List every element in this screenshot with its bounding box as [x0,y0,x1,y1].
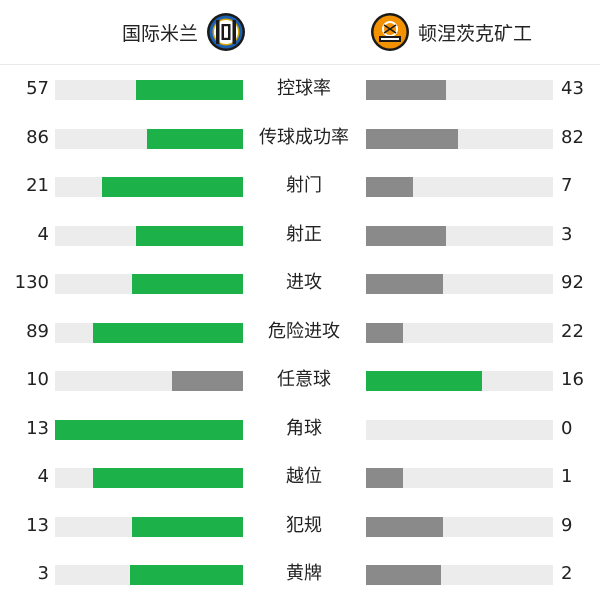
stat-row: 4 越位 1 [0,453,600,502]
away-stat-bar-track [366,80,553,100]
away-team-name: 顿涅茨克矿工 [418,22,533,45]
away-stat-value: 92 [561,272,584,293]
home-stat-value: 130 [14,272,49,293]
stat-row: 13 犯规 9 [0,502,600,551]
home-stat-value: 10 [26,369,49,390]
home-stat-bar-fill [136,225,243,246]
away-stat-bar-fill [366,371,482,391]
home-stat-bar-track [55,371,243,391]
home-stat-value: 13 [26,417,49,439]
away-stat-bar-track [366,274,553,294]
stat-row: 13 角球 0 [0,405,600,454]
away-stat-bar-track [366,419,553,440]
home-stat-value: 4 [37,466,49,487]
stat-label: 任意球 [277,369,331,390]
away-stat-bar-fill [366,468,403,488]
stat-label: 射正 [286,223,322,245]
stat-label: 犯规 [286,514,322,536]
inter-milan-crest-icon [207,13,246,51]
stat-label: 黄牌 [286,563,322,584]
away-stat-value: 0 [561,417,573,439]
away-team[interactable]: 顿涅茨克矿工 [370,10,532,54]
stat-label: 控球率 [277,78,331,99]
home-stat-bar-fill [132,516,243,537]
away-stat-value: 7 [561,175,573,196]
home-stat-bar-track [55,468,243,488]
stat-label: 射门 [286,175,322,196]
stat-row: 57 控球率 43 [0,65,600,114]
home-stat-bar-fill [130,565,243,585]
away-stat-value: 16 [561,369,584,390]
away-stat-bar-fill [366,225,446,246]
home-stat-bar-fill [132,274,243,294]
stat-row: 86 传球成功率 82 [0,114,600,163]
home-stat-bar-fill [172,371,243,391]
header-divider [0,64,600,65]
home-team-name: 国际米兰 [122,22,199,45]
stat-row: 3 黄牌 2 [0,550,600,599]
home-stat-value: 13 [26,514,49,536]
stat-label: 传球成功率 [259,126,349,148]
home-stat-bar-track [55,565,243,585]
stat-row: 130 进攻 92 [0,259,600,308]
away-stat-value: 1 [561,466,573,487]
away-stat-bar-track [366,177,553,197]
stat-row: 10 任意球 16 [0,356,600,405]
home-stat-bar-track [55,128,243,149]
away-stat-value: 9 [561,514,573,536]
home-stat-value: 86 [26,126,49,148]
stat-label: 越位 [286,466,322,487]
home-stat-bar-fill [102,177,243,197]
away-stat-bar-track [366,565,553,585]
away-stat-bar-track [366,371,553,391]
away-stat-value: 2 [561,563,573,584]
home-stat-bar-track [55,177,243,197]
home-stat-bar-track [55,516,243,537]
away-stat-bar-track [366,468,553,488]
away-stat-value: 43 [561,78,584,99]
stat-row: 21 射门 7 [0,162,600,211]
home-stat-bar-fill [136,80,243,100]
home-stat-bar-track [55,322,243,343]
home-team[interactable]: 国际米兰 [122,10,246,54]
away-stat-value: 3 [561,223,573,245]
stat-row: 89 危险进攻 22 [0,308,600,357]
stat-label: 危险进攻 [268,320,340,342]
home-stat-bar-track [55,225,243,246]
away-stat-bar-track [366,322,553,343]
away-stat-value: 22 [561,320,584,342]
away-stat-bar-track [366,225,553,246]
stat-label: 角球 [286,417,322,439]
away-stat-bar-fill [366,322,403,343]
away-stat-bar-fill [366,80,446,100]
match-header: 国际米兰 顿涅茨克矿工 [0,0,600,64]
home-stat-bar-track [55,274,243,294]
home-stat-bar-fill [93,468,243,488]
home-stat-value: 21 [26,175,49,196]
home-stat-bar-track [55,419,243,440]
away-stat-bar-track [366,516,553,537]
home-stat-value: 57 [26,78,49,99]
away-stat-bar-fill [366,516,443,537]
shakhtar-donetsk-crest-icon [371,13,409,51]
home-stat-bar-track [55,80,243,100]
home-stat-value: 89 [26,320,49,342]
away-stat-bar-fill [366,565,441,585]
stat-label: 进攻 [286,272,322,293]
stat-row: 4 射正 3 [0,211,600,260]
away-stat-bar-fill [366,177,413,197]
home-stat-bar-fill [55,419,243,440]
away-stat-bar-track [366,128,553,149]
home-stat-bar-fill [147,128,243,149]
home-stat-value: 4 [37,223,49,245]
away-stat-bar-fill [366,274,443,294]
home-stat-bar-fill [93,322,243,343]
home-stat-value: 3 [37,563,49,584]
away-stat-bar-fill [366,128,458,149]
away-stat-value: 82 [561,126,584,148]
